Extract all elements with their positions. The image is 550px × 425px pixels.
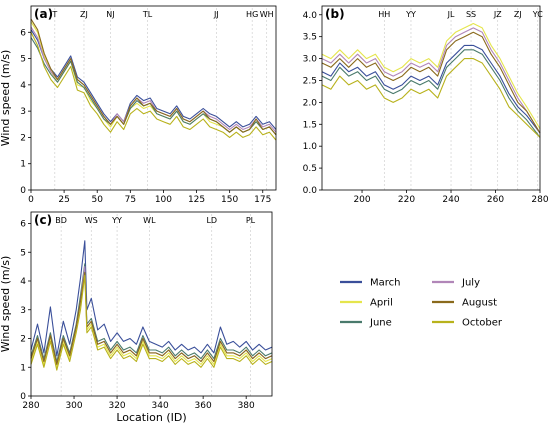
series-line-march xyxy=(321,44,541,134)
y-tick-label: 0 xyxy=(20,392,26,402)
y-tick-label: 2 xyxy=(20,133,26,143)
y-tick-label: 3 xyxy=(20,306,26,316)
y-axis-title: Wind speed (m/s) xyxy=(0,50,12,147)
panel-c: BD WS YY WL LD PL 280 300 320 340 360 380 0 1 2 3 4 5 6 (c)… xyxy=(0,211,273,424)
annotation-label: WS xyxy=(85,216,98,225)
y-tick-label: 4 xyxy=(20,277,26,287)
panel-b: HH YY JL SS JZ ZJ YC 200 220 240 260 280 0.0 0.5 1.0 1.… xyxy=(303,5,549,205)
x-tick-label: 280 xyxy=(531,195,548,205)
y-axis-title: Wind speed (m/s) xyxy=(0,256,12,353)
panel-a: T ZJ NJ TL JJ HG WH 0 25 50 75 100 125 150 175 0 1 2 3 4 5 6 (… xyxy=(0,5,277,205)
y-tick-label: 1 xyxy=(20,363,26,373)
annotation-label: NJ xyxy=(106,10,114,19)
legend-label-june: June xyxy=(369,318,392,329)
annotation-label: JL xyxy=(447,10,455,19)
x-tick-label: 380 xyxy=(238,401,255,411)
legend-label-october: October xyxy=(462,318,503,329)
x-tick-label: 25 xyxy=(58,195,69,205)
x-tick-label: 340 xyxy=(152,401,169,411)
x-tick-label: 260 xyxy=(487,195,504,205)
y-tick-label: 6 xyxy=(20,28,26,38)
x-tick-label: 175 xyxy=(254,195,271,205)
series-line-june xyxy=(30,263,273,363)
series-line-october xyxy=(30,274,273,371)
x-tick-label: 150 xyxy=(221,195,238,205)
plot-frame xyxy=(30,211,273,397)
series-line-march xyxy=(30,29,277,130)
annotation-label: SS xyxy=(466,10,476,19)
x-tick-label: 280 xyxy=(22,401,39,411)
x-tick-label: 360 xyxy=(195,401,212,411)
x-tick-label: 240 xyxy=(442,195,459,205)
annotation-label: T xyxy=(51,10,57,19)
x-tick-label: 0 xyxy=(28,195,34,205)
series-line-july xyxy=(321,27,541,134)
series-line-march xyxy=(30,240,273,357)
annotation-label: TL xyxy=(142,10,153,19)
y-tick-label: 5 xyxy=(20,55,26,65)
series-line-april xyxy=(321,22,541,129)
panel-label: (a) xyxy=(34,7,53,21)
x-tick-label: 320 xyxy=(108,401,125,411)
annotation-label: PL xyxy=(246,216,256,225)
series-line-june xyxy=(30,37,277,136)
x-tick-label: 125 xyxy=(188,195,205,205)
y-tick-label: 2.5 xyxy=(303,76,317,86)
legend-label-august: August xyxy=(462,298,497,309)
annotation-label: BD xyxy=(55,216,67,225)
y-tick-label: 2.0 xyxy=(303,98,318,108)
legend-label-july: July xyxy=(461,278,480,289)
legend: March July April August June October xyxy=(340,278,503,329)
x-axis-title: Location (ID) xyxy=(116,411,186,424)
y-tick-label: 0.0 xyxy=(303,186,318,196)
series-line-august xyxy=(30,271,273,365)
y-tick-label: 6 xyxy=(20,220,26,230)
series-line-october xyxy=(321,58,541,138)
y-tick-label: 3.0 xyxy=(303,55,318,65)
annotation-label: WL xyxy=(143,216,156,225)
annotation-label: YY xyxy=(405,10,416,19)
annotation-label: HH xyxy=(378,10,390,19)
series-line-july xyxy=(30,26,277,133)
annotation-label: WH xyxy=(260,10,274,19)
series-line-april xyxy=(30,268,273,368)
series-line-august xyxy=(321,31,541,134)
x-tick-label: 100 xyxy=(155,195,172,205)
annotation-label: YC xyxy=(532,10,543,19)
series-line-august xyxy=(30,18,277,136)
annotation-label: ZJ xyxy=(80,10,88,19)
panel-label: (c) xyxy=(34,213,52,227)
y-tick-label: 3 xyxy=(20,107,26,117)
panel-label: (b) xyxy=(325,7,345,21)
x-tick-label: 50 xyxy=(91,195,103,205)
plot-frame xyxy=(321,5,541,191)
x-tick-label: 300 xyxy=(65,401,82,411)
y-tick-label: 2 xyxy=(20,335,26,345)
annotation-label: HG xyxy=(246,10,258,19)
y-tick-label: 4 xyxy=(20,81,26,91)
legend-label-march: March xyxy=(370,278,400,289)
annotation-label: YY xyxy=(111,216,122,225)
y-tick-label: 4.0 xyxy=(303,11,318,21)
series-line-june xyxy=(321,49,541,138)
y-tick-label: 5 xyxy=(20,248,26,258)
x-tick-label: 200 xyxy=(353,195,370,205)
x-tick-label: 220 xyxy=(398,195,415,205)
annotation-label: JJ xyxy=(213,10,219,19)
x-tick-label: 75 xyxy=(125,195,136,205)
plot-frame xyxy=(30,5,277,191)
series-line-april xyxy=(30,21,277,136)
y-tick-label: 0 xyxy=(20,186,26,196)
annotation-label: LD xyxy=(206,216,217,225)
y-tick-label: 0.5 xyxy=(303,164,317,174)
annotation-label: JZ xyxy=(493,10,502,19)
y-tick-label: 1.0 xyxy=(303,142,318,152)
y-tick-label: 3.5 xyxy=(303,33,317,43)
series-line-october xyxy=(30,32,277,141)
legend-label-april: April xyxy=(370,298,393,309)
annotation-label: ZJ xyxy=(514,10,522,19)
y-tick-label: 1 xyxy=(20,160,26,170)
y-tick-label: 1.5 xyxy=(303,120,317,130)
